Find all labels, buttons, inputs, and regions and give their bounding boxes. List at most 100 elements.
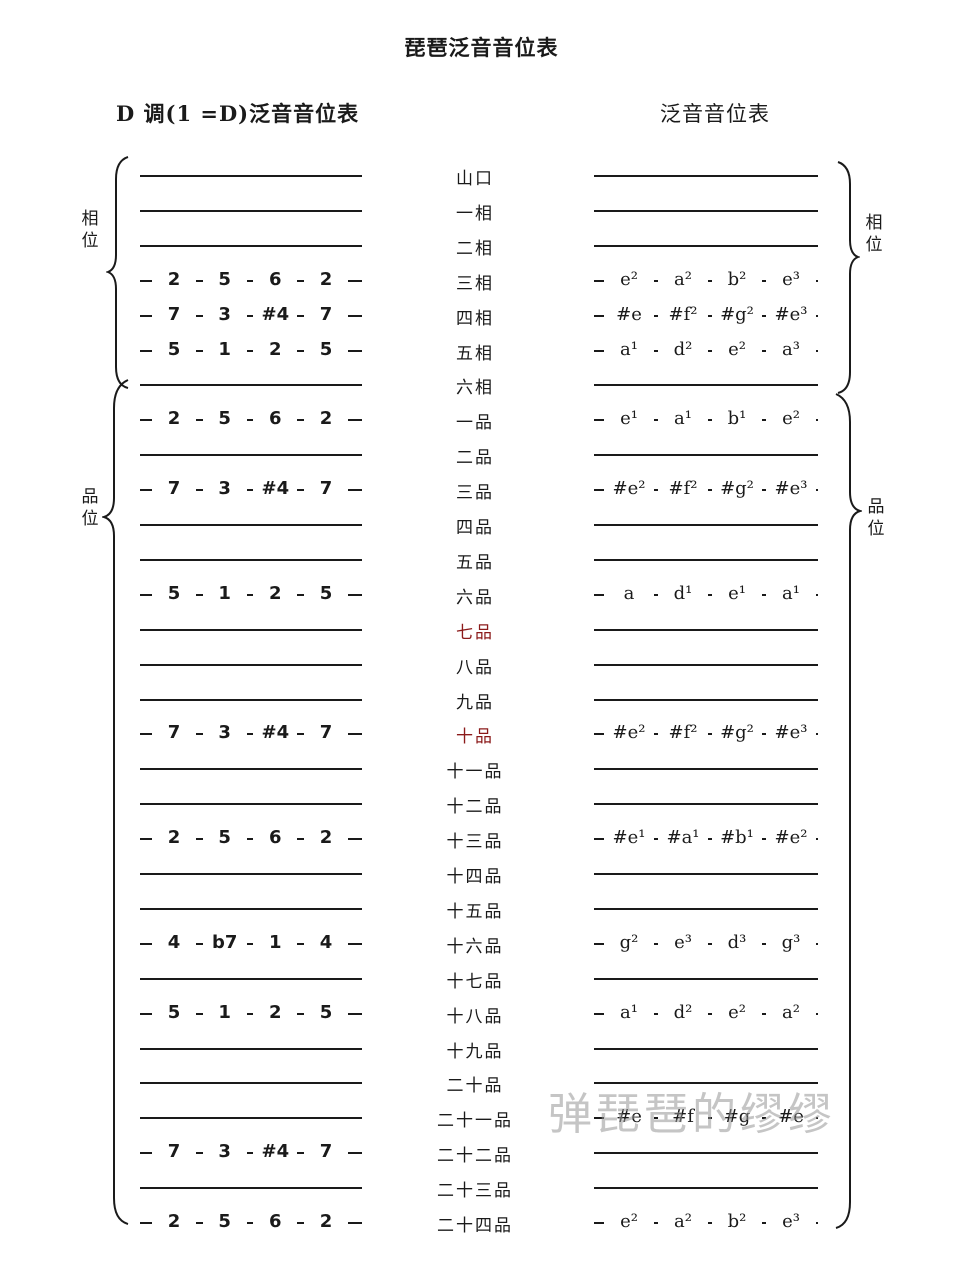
jianpu-note: 7 [303,476,348,503]
left-side-label-xiang: 相位 [81,209,99,251]
jianpu-note: 2 [253,999,298,1026]
pitch-note: e³ [766,1209,816,1235]
position-label: 山口 [456,169,494,189]
position-label: 十品 [456,727,494,748]
position-label: 二品 [456,448,494,469]
jianpu-note: 7 [152,301,196,328]
position-label: 十六品 [446,936,504,957]
jianpu-note: 3 [202,720,247,747]
pitch-note: b¹ [712,406,762,433]
position-label: 十四品 [446,867,504,887]
position-label: 一品 [456,413,494,434]
pitch-note: e² [712,999,762,1026]
right-side-label-pin: 品位 [867,497,885,539]
position-label: 五相 [456,343,494,364]
pitch-note: b² [712,266,762,293]
right-side-label-xiang: 相位 [865,213,883,255]
jianpu-note: 5 [152,336,196,363]
left-brace-pin [102,379,129,1225]
left-staff-line [140,698,362,701]
position-label: 六品 [456,587,494,608]
jianpu-note: 3 [202,301,247,328]
right-staff-line [594,524,818,526]
pitch-note: e² [604,1209,654,1235]
pitch-note: #g [712,1104,762,1131]
jianpu-note: #4 [253,476,298,503]
pitch-notes: #e¹ #a¹ #b¹ #e² [604,825,816,852]
jianpu-note: 2 [303,1209,348,1235]
pitch-note: a² [658,266,708,293]
pitch-notes: e² a² b² e³ [604,1209,816,1235]
left-staff-line [140,942,362,945]
position-label: 十八品 [446,1006,504,1027]
left-staff-line [140,524,362,526]
pitch-note: b² [712,1209,762,1235]
left-staff-line [140,349,362,352]
jianpu-note: 5 [152,999,196,1026]
left-staff-line [140,733,362,736]
jianpu-note: 6 [253,266,298,293]
position-label: 十九品 [446,1041,504,1062]
pitch-note: #e² [766,825,816,852]
right-staff-line [594,558,818,561]
jianpu-note: 5 [202,266,247,293]
right-staff-line [594,1082,818,1085]
jianpu-note: 4 [152,929,196,956]
pitch-notes: e² a² b² e³ [604,266,816,293]
left-brace-xiang [106,156,129,389]
jianpu-note: 5 [303,580,348,607]
jianpu-note: #4 [253,720,298,747]
jianpu-note: 2 [152,1209,196,1235]
pitch-note: #f² [658,476,708,503]
jianpu-note: b7 [202,929,247,956]
jianpu-note: 3 [202,1139,247,1166]
left-staff-line [140,663,362,666]
jianpu-note: 2 [152,266,196,293]
jianpu-note: 5 [202,1209,247,1235]
pitch-note: a² [658,1209,708,1235]
pitch-note: a¹ [658,406,708,433]
position-label: 二相 [456,238,494,259]
pitch-note: e³ [658,929,708,956]
pitch-note: a [604,580,654,607]
pitch-notes: #e² #f² #g² #e³ [604,720,816,747]
position-label: 六相 [456,378,494,399]
pitch-note: a² [766,999,816,1026]
position-label: 二十品 [446,1076,504,1097]
left-staff-line [140,558,362,561]
position-label: 二十三品 [437,1181,513,1202]
pitch-note: #e³ [766,476,816,503]
jianpu-note: 2 [303,406,348,433]
left-staff-line [140,489,362,492]
left-staff-line [140,279,362,282]
right-staff-line [594,907,818,910]
right-staff-line [594,698,818,701]
position-label: 十二品 [446,797,504,818]
pitch-note: #e [766,1104,816,1131]
pitch-note: #f [658,1104,708,1131]
right-staff-line [594,873,818,875]
jianpu-note: 6 [253,1209,298,1235]
left-staff-line [140,838,362,841]
position-label: 五品 [456,552,494,573]
pitch-notes: #e #f² #g² #e³ [604,301,816,328]
pitch-note: #e³ [766,301,816,328]
right-staff-line [594,663,818,666]
jianpu-notes: 7 3 #4 7 [152,476,348,503]
left-staff-line [140,1047,362,1050]
jianpu-note: 7 [303,1139,348,1166]
position-label: 二十四品 [437,1216,513,1236]
left-staff-line [140,1222,362,1224]
pitch-note: #f² [658,301,708,328]
pitch-notes: #e² #f² #g² #e³ [604,476,816,503]
left-staff-line [140,1082,362,1085]
right-staff-line [594,1152,818,1155]
right-brace-xiang [837,161,860,394]
pitch-notes: a¹ d² e² a² [604,999,816,1026]
pitch-note: d¹ [658,580,708,607]
pitch-note: #e [604,1104,654,1131]
pitch-notes: a¹ d² e² a³ [604,336,816,363]
position-label: 九品 [456,692,494,713]
left-table-title: D 调(1 =D)泛音音位表 [116,101,360,126]
